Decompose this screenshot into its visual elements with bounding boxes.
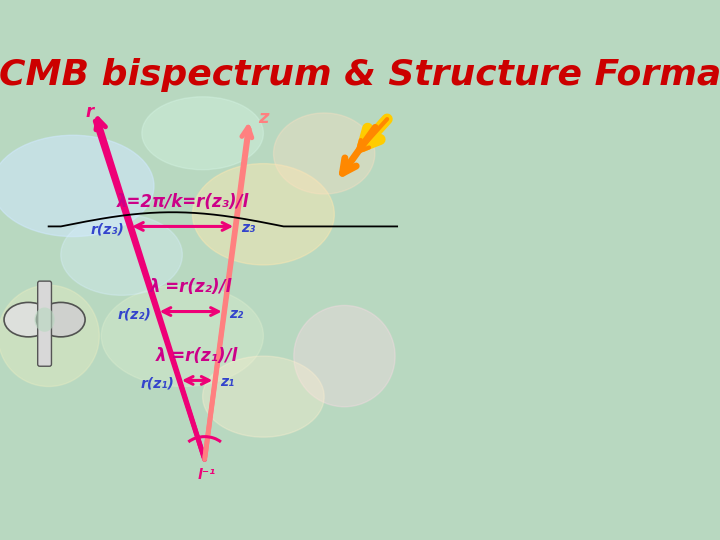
Ellipse shape (102, 285, 264, 387)
Ellipse shape (192, 164, 334, 265)
Ellipse shape (142, 97, 264, 170)
Ellipse shape (4, 302, 53, 337)
Ellipse shape (202, 356, 324, 437)
Text: z₃: z₃ (241, 221, 255, 235)
Text: r: r (85, 103, 94, 121)
Text: λ =r(z₂)/l: λ =r(z₂)/l (150, 278, 232, 296)
Ellipse shape (37, 302, 85, 337)
Text: λ=2π/k=r(z₃)/l: λ=2π/k=r(z₃)/l (117, 193, 249, 211)
Text: l⁻¹: l⁻¹ (197, 468, 216, 482)
Text: r(z₃): r(z₃) (91, 222, 125, 237)
Text: z₁: z₁ (220, 375, 235, 389)
Ellipse shape (35, 307, 55, 332)
Ellipse shape (294, 306, 395, 407)
Text: r(z₂): r(z₂) (118, 308, 152, 322)
Text: z: z (258, 109, 269, 127)
Text: CMB bispectrum & Structure Formation: CMB bispectrum & Structure Formation (0, 58, 720, 92)
Ellipse shape (0, 135, 154, 237)
Text: λ =r(z₁)/l: λ =r(z₁)/l (156, 347, 238, 365)
Ellipse shape (274, 113, 375, 194)
FancyBboxPatch shape (37, 281, 51, 366)
Text: r(z₁): r(z₁) (140, 377, 174, 390)
Ellipse shape (0, 285, 99, 387)
Text: z₂: z₂ (230, 307, 243, 321)
Ellipse shape (60, 214, 182, 295)
